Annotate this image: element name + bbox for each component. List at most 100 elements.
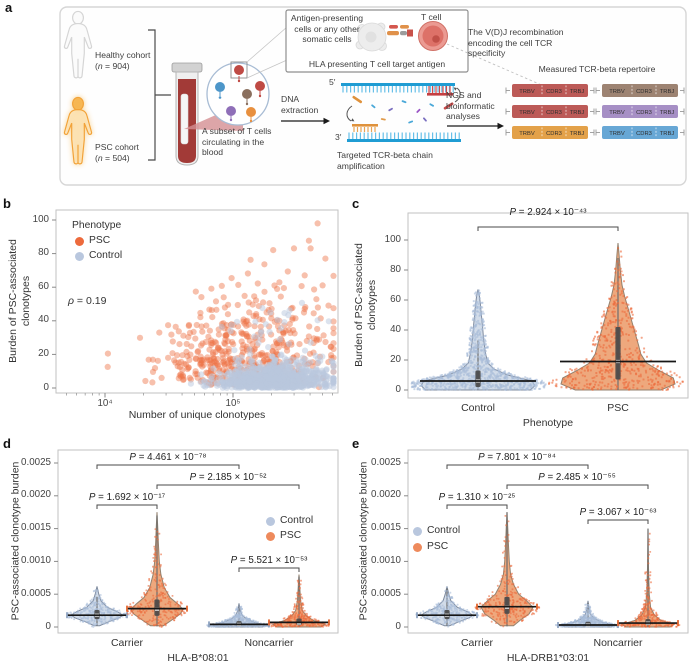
p-bracket <box>96 504 158 509</box>
tcr-segment-label: TRBV <box>519 131 535 137</box>
tcr-segment-label: TRBV <box>519 110 535 116</box>
e-x-axis-title: HLA-DRB1*03:01 <box>506 652 590 664</box>
tcr-segment-label: TRBJ <box>570 110 585 116</box>
violin-control <box>66 586 130 628</box>
y-tick-label: 0 <box>45 620 51 632</box>
dna-amplification-icon <box>341 83 461 142</box>
tcr-segment-label: CDR3 <box>636 131 652 137</box>
tcr-segment-label: TRBV <box>609 110 625 116</box>
tcr-segment-label: CDR3 <box>546 110 562 116</box>
y-tick-label: 60 <box>390 293 401 305</box>
e-legend-control: Control <box>427 525 461 536</box>
y-tick-label: 40 <box>38 314 49 326</box>
p-bracket <box>477 226 619 231</box>
y-tick-label: 0 <box>395 620 401 632</box>
human-figure-healthy <box>63 10 93 79</box>
d-group-carrier: Carrier <box>110 637 144 649</box>
scatter-points-control <box>187 299 337 392</box>
tcr-segment-label: CDR3 <box>636 89 652 95</box>
psc-cohort-n: (n = 504) <box>95 153 130 163</box>
hla-label: HLA presenting T cell target antigen <box>308 59 446 69</box>
tcr-segment-label: TRBJ <box>660 131 675 137</box>
tcr-bar: TRBV CDR3 TRBJ <box>595 84 685 97</box>
e-group-noncarrier: Noncarrier <box>593 637 643 649</box>
p-bracket <box>506 484 649 489</box>
b-correlation-annotation: ρ = 0.19 <box>68 295 107 307</box>
ngs-label: NGS and bioinformatic analyses <box>446 90 495 122</box>
panel-a-border <box>59 6 687 186</box>
d-group-noncarrier: Noncarrier <box>244 637 294 649</box>
d-p-value-1: P = 4.461 × 10⁻⁷⁸ <box>129 452 207 463</box>
e-p-value-1: P = 7.801 × 10⁻⁸⁴ <box>478 452 556 463</box>
violin-points <box>410 289 547 391</box>
immune-synapse-icon <box>387 25 413 37</box>
e-p-value-4: P = 3.067 × 10⁻⁶³ <box>579 507 657 518</box>
strand-5-label: 5′ <box>329 77 336 87</box>
tcr-segment-label: CDR3 <box>636 110 652 116</box>
violin-psc <box>474 512 541 628</box>
healthy-cohort-label: Healthy cohort <box>95 50 151 60</box>
legend-swatch-control <box>413 527 422 536</box>
apc-cell-icon <box>355 22 387 52</box>
d-p-value-3: P = 1.692 × 10⁻¹⁷ <box>88 492 166 503</box>
violin-psc <box>267 574 330 628</box>
legend-swatch-psc <box>266 532 275 541</box>
p-bracket <box>446 504 508 509</box>
e-group-carrier: Carrier <box>460 637 494 649</box>
blood-tube-icon <box>171 62 203 166</box>
dna-extraction-label: DNA extraction <box>281 94 319 115</box>
plot-frame <box>407 449 689 634</box>
y-tick-label: 0.0010 <box>21 554 51 566</box>
p-bracket <box>96 464 240 469</box>
d-legend-psc: PSC <box>280 530 302 541</box>
panel-a-label: a <box>5 0 13 15</box>
panel-d-label: d <box>3 436 11 451</box>
plot-frame <box>407 212 689 399</box>
c-p-value: P = 2.924 × 10⁻⁴³ <box>509 207 587 218</box>
p-bracket <box>238 567 300 572</box>
y-tick-label: 0.0025 <box>371 456 401 468</box>
y-tick-label: 0.0015 <box>21 522 51 534</box>
y-tick-label: 100 <box>32 213 49 225</box>
b-x-axis-title: Number of unique clonotypes <box>128 409 266 421</box>
quartile-box <box>475 370 481 387</box>
y-tick-label: 0.0020 <box>371 489 401 501</box>
tcr-bar: TRBV CDR3 TRBJ <box>595 126 685 139</box>
y-tick-label: 80 <box>390 263 401 275</box>
d-p-value-4: P = 5.521 × 10⁻⁵³ <box>230 555 308 566</box>
tcr-segment-label: TRBJ <box>660 110 675 116</box>
y-tick-label: 0 <box>395 383 401 395</box>
panel-b-label: b <box>3 196 11 211</box>
b-legend-psc: PSC <box>89 235 111 246</box>
tcr-segment-label: CDR3 <box>546 131 562 137</box>
vdj-label: The V(D)J recombination encoding the cel… <box>468 27 564 59</box>
tcr-segment-label: TRBV <box>609 131 625 137</box>
y-tick-label: 20 <box>38 347 49 359</box>
psc-cohort-label: PSC cohort <box>95 142 139 152</box>
violin-control <box>415 586 480 628</box>
tcr-segment-label: TRBV <box>609 89 625 95</box>
plot-frame <box>57 449 339 634</box>
quartile-box <box>154 599 160 616</box>
y-tick-label: 0.0005 <box>371 587 401 599</box>
b-legend-control: Control <box>89 250 123 261</box>
legend-swatch-control <box>75 252 84 261</box>
e-p-value-3: P = 1.310 × 10⁻²⁵ <box>438 492 516 503</box>
panel-e-label: e <box>352 436 360 451</box>
x-tick-label: 10⁴ <box>97 398 113 409</box>
tube-caption: A subset of T cells circulating in the b… <box>202 126 272 158</box>
healthy-cohort-n: (n = 904) <box>95 61 130 71</box>
tcell-label: T cell <box>421 12 442 22</box>
p-bracket <box>446 464 589 469</box>
violin-psc <box>126 512 188 628</box>
violin-psc <box>548 242 684 391</box>
vdj-connector-line <box>446 43 554 91</box>
human-figure-psc <box>63 96 93 165</box>
tcr-bar: TRBV CDR3 TRBJ <box>505 105 595 118</box>
violin-control <box>206 603 270 628</box>
magnify-connector-line <box>246 59 288 79</box>
dna-extraction-arrow <box>281 117 330 125</box>
c-category-psc: PSC <box>607 402 629 414</box>
